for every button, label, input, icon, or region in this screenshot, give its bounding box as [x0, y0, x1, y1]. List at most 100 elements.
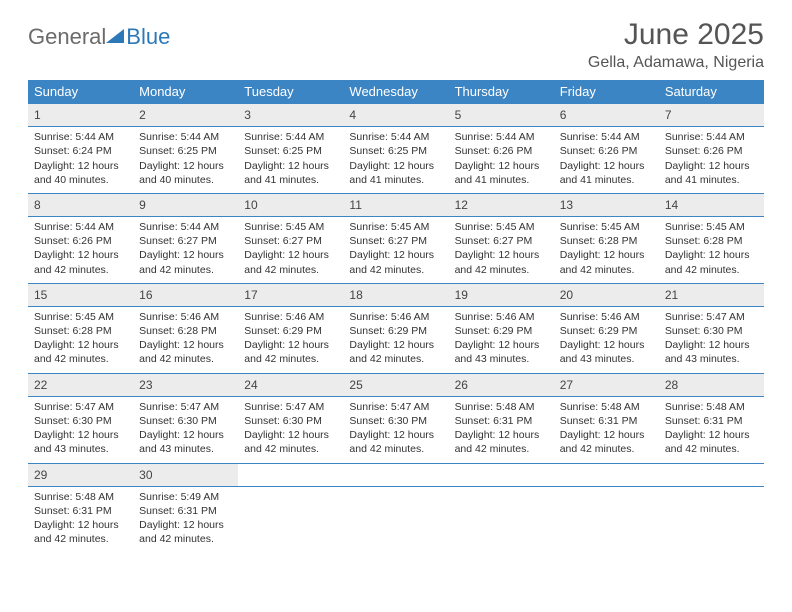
- day-info-cell: Sunrise: 5:47 AMSunset: 6:30 PMDaylight:…: [28, 396, 133, 463]
- day-number-cell: 27: [554, 373, 659, 396]
- daylight-text: Daylight: 12 hours and 42 minutes.: [560, 428, 653, 456]
- sunset-text: Sunset: 6:31 PM: [665, 414, 758, 428]
- sunset-text: Sunset: 6:28 PM: [560, 234, 653, 248]
- sunset-text: Sunset: 6:29 PM: [455, 324, 548, 338]
- day-info-cell: Sunrise: 5:46 AMSunset: 6:28 PMDaylight:…: [133, 306, 238, 373]
- day-number-cell: 23: [133, 373, 238, 396]
- day-number-cell: 25: [343, 373, 448, 396]
- day-info-cell: Sunrise: 5:44 AMSunset: 6:27 PMDaylight:…: [133, 217, 238, 284]
- sunrise-text: Sunrise: 5:45 AM: [560, 220, 653, 234]
- calendar-table: Sunday Monday Tuesday Wednesday Thursday…: [28, 80, 764, 552]
- daylight-text: Daylight: 12 hours and 41 minutes.: [349, 159, 442, 187]
- sunset-text: Sunset: 6:27 PM: [139, 234, 232, 248]
- sunset-text: Sunset: 6:26 PM: [560, 144, 653, 158]
- day-number-cell: 19: [449, 283, 554, 306]
- daylight-text: Daylight: 12 hours and 42 minutes.: [244, 248, 337, 276]
- day-number-cell: 8: [28, 193, 133, 216]
- day-info-cell: Sunrise: 5:48 AMSunset: 6:31 PMDaylight:…: [659, 396, 764, 463]
- sunset-text: Sunset: 6:31 PM: [34, 504, 127, 518]
- daynum-row: 891011121314: [28, 193, 764, 216]
- sunrise-text: Sunrise: 5:44 AM: [560, 130, 653, 144]
- sunset-text: Sunset: 6:27 PM: [349, 234, 442, 248]
- sunset-text: Sunset: 6:27 PM: [244, 234, 337, 248]
- sunrise-text: Sunrise: 5:48 AM: [560, 400, 653, 414]
- day-info-cell: [659, 486, 764, 552]
- day-info-cell: Sunrise: 5:44 AMSunset: 6:26 PMDaylight:…: [659, 127, 764, 194]
- sunrise-text: Sunrise: 5:48 AM: [34, 490, 127, 504]
- daynum-row: 1234567: [28, 104, 764, 127]
- sunrise-text: Sunrise: 5:44 AM: [139, 220, 232, 234]
- weekday-thursday: Thursday: [449, 80, 554, 104]
- day-info-cell: Sunrise: 5:45 AMSunset: 6:28 PMDaylight:…: [659, 217, 764, 284]
- sunrise-text: Sunrise: 5:46 AM: [244, 310, 337, 324]
- daylight-text: Daylight: 12 hours and 42 minutes.: [665, 248, 758, 276]
- sunset-text: Sunset: 6:30 PM: [349, 414, 442, 428]
- sunrise-text: Sunrise: 5:44 AM: [665, 130, 758, 144]
- day-number-cell: 30: [133, 463, 238, 486]
- weekday-saturday: Saturday: [659, 80, 764, 104]
- sunrise-text: Sunrise: 5:45 AM: [34, 310, 127, 324]
- sunset-text: Sunset: 6:25 PM: [244, 144, 337, 158]
- sunrise-text: Sunrise: 5:48 AM: [455, 400, 548, 414]
- info-row: Sunrise: 5:47 AMSunset: 6:30 PMDaylight:…: [28, 396, 764, 463]
- sunrise-text: Sunrise: 5:44 AM: [455, 130, 548, 144]
- daylight-text: Daylight: 12 hours and 42 minutes.: [139, 248, 232, 276]
- day-info-cell: Sunrise: 5:47 AMSunset: 6:30 PMDaylight:…: [238, 396, 343, 463]
- day-info-cell: Sunrise: 5:44 AMSunset: 6:26 PMDaylight:…: [554, 127, 659, 194]
- daylight-text: Daylight: 12 hours and 43 minutes.: [139, 428, 232, 456]
- day-info-cell: Sunrise: 5:44 AMSunset: 6:24 PMDaylight:…: [28, 127, 133, 194]
- daynum-row: 22232425262728: [28, 373, 764, 396]
- daylight-text: Daylight: 12 hours and 42 minutes.: [349, 338, 442, 366]
- sunset-text: Sunset: 6:28 PM: [665, 234, 758, 248]
- sunset-text: Sunset: 6:30 PM: [665, 324, 758, 338]
- day-info-cell: Sunrise: 5:45 AMSunset: 6:28 PMDaylight:…: [28, 306, 133, 373]
- sunrise-text: Sunrise: 5:45 AM: [455, 220, 548, 234]
- day-number-cell: 13: [554, 193, 659, 216]
- day-info-cell: Sunrise: 5:48 AMSunset: 6:31 PMDaylight:…: [449, 396, 554, 463]
- sunset-text: Sunset: 6:29 PM: [560, 324, 653, 338]
- sunset-text: Sunset: 6:31 PM: [455, 414, 548, 428]
- day-number-cell: 22: [28, 373, 133, 396]
- month-title: June 2025: [588, 18, 764, 52]
- daynum-row: 15161718192021: [28, 283, 764, 306]
- sunset-text: Sunset: 6:26 PM: [455, 144, 548, 158]
- day-number-cell: 10: [238, 193, 343, 216]
- day-info-cell: Sunrise: 5:47 AMSunset: 6:30 PMDaylight:…: [133, 396, 238, 463]
- day-number-cell: 28: [659, 373, 764, 396]
- sunrise-text: Sunrise: 5:44 AM: [34, 220, 127, 234]
- sunset-text: Sunset: 6:28 PM: [139, 324, 232, 338]
- day-number-cell: 26: [449, 373, 554, 396]
- day-info-cell: Sunrise: 5:44 AMSunset: 6:25 PMDaylight:…: [343, 127, 448, 194]
- sunrise-text: Sunrise: 5:44 AM: [349, 130, 442, 144]
- sunset-text: Sunset: 6:31 PM: [139, 504, 232, 518]
- daylight-text: Daylight: 12 hours and 40 minutes.: [139, 159, 232, 187]
- sunset-text: Sunset: 6:26 PM: [34, 234, 127, 248]
- day-info-cell: [238, 486, 343, 552]
- location-label: Gella, Adamawa, Nigeria: [588, 54, 764, 72]
- day-number-cell: 20: [554, 283, 659, 306]
- sunset-text: Sunset: 6:28 PM: [34, 324, 127, 338]
- daylight-text: Daylight: 12 hours and 42 minutes.: [139, 518, 232, 546]
- day-number-cell: [659, 463, 764, 486]
- day-number-cell: 7: [659, 104, 764, 127]
- daylight-text: Daylight: 12 hours and 43 minutes.: [34, 428, 127, 456]
- daylight-text: Daylight: 12 hours and 43 minutes.: [455, 338, 548, 366]
- daylight-text: Daylight: 12 hours and 42 minutes.: [665, 428, 758, 456]
- day-number-cell: 2: [133, 104, 238, 127]
- info-row: Sunrise: 5:44 AMSunset: 6:24 PMDaylight:…: [28, 127, 764, 194]
- day-info-cell: Sunrise: 5:46 AMSunset: 6:29 PMDaylight:…: [238, 306, 343, 373]
- day-number-cell: 1: [28, 104, 133, 127]
- sunrise-text: Sunrise: 5:46 AM: [139, 310, 232, 324]
- daylight-text: Daylight: 12 hours and 41 minutes.: [560, 159, 653, 187]
- header: General Blue June 2025 Gella, Adamawa, N…: [28, 18, 764, 72]
- day-number-cell: 24: [238, 373, 343, 396]
- day-info-cell: Sunrise: 5:49 AMSunset: 6:31 PMDaylight:…: [133, 486, 238, 552]
- logo-text-blue: Blue: [126, 24, 170, 50]
- day-number-cell: 4: [343, 104, 448, 127]
- daylight-text: Daylight: 12 hours and 43 minutes.: [560, 338, 653, 366]
- day-number-cell: 14: [659, 193, 764, 216]
- calendar-body: 1234567Sunrise: 5:44 AMSunset: 6:24 PMDa…: [28, 104, 764, 553]
- sunset-text: Sunset: 6:25 PM: [349, 144, 442, 158]
- weekday-sunday: Sunday: [28, 80, 133, 104]
- sunrise-text: Sunrise: 5:45 AM: [349, 220, 442, 234]
